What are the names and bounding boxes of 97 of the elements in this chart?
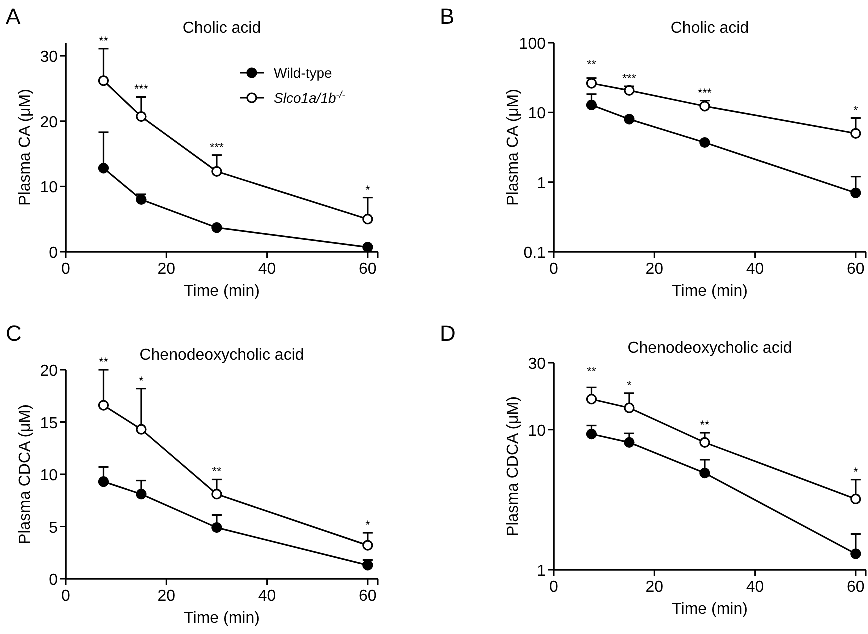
text: C (6, 321, 22, 346)
point (700, 137, 710, 148)
point (136, 424, 147, 435)
x-axis-title: Time (min) (672, 601, 748, 618)
y-tick-label: 10 (40, 180, 58, 197)
x-tick-label: 0 (550, 261, 559, 278)
point (362, 242, 374, 253)
annotation: ** (587, 58, 597, 72)
y-tick-label: 5 (49, 520, 58, 537)
point (586, 100, 598, 110)
point (624, 85, 635, 96)
point (136, 194, 147, 206)
x-tick-label: 20 (158, 588, 176, 605)
x-axis-title: Time (min) (672, 283, 748, 300)
y-tick-label: 30 (40, 49, 58, 66)
point (850, 188, 862, 198)
text: B (440, 4, 455, 29)
x-axis-title: Time (min) (184, 283, 260, 300)
legend-label: Wild-type (274, 65, 333, 81)
annotation: * (627, 378, 632, 392)
y-tick-label: 0 (49, 245, 58, 262)
annotation: ** (212, 464, 222, 479)
point (586, 428, 598, 440)
x-tick-label: 40 (258, 261, 276, 278)
point (212, 522, 222, 534)
point (700, 468, 710, 479)
y-axis-title: Plasma CA (μM) (505, 89, 522, 206)
x-axis-title: Time (min) (184, 610, 260, 627)
y-tick-label: 10 (528, 422, 546, 440)
point (700, 437, 710, 448)
annotation: ** (587, 364, 597, 378)
point (586, 78, 598, 89)
annotation: *** (210, 140, 224, 154)
annotation: * (854, 103, 859, 118)
y-tick-label: 20 (40, 114, 58, 132)
point (362, 560, 374, 571)
y-axis-title: Plasma CDCA (μM) (505, 396, 522, 536)
x-tick-label: 20 (646, 579, 664, 596)
x-tick-label: 40 (746, 579, 764, 596)
chart-title: Cholic acid (670, 20, 750, 37)
y-tick-label: 1 (537, 175, 546, 192)
y-tick-label: 20 (40, 363, 58, 380)
x-tick-label: 40 (258, 588, 276, 605)
chart-title: Chenodeoxycholic acid (140, 347, 304, 364)
text: A (6, 4, 21, 29)
point (212, 166, 222, 177)
point (850, 128, 862, 139)
y-tick-label: 10 (40, 468, 58, 484)
point (586, 394, 598, 405)
annotation: ** (700, 418, 710, 432)
annotation: *** (134, 82, 149, 96)
point (98, 476, 110, 488)
point (850, 494, 862, 505)
x-tick-label: 0 (62, 588, 71, 605)
point (136, 112, 147, 122)
point (700, 101, 710, 112)
y-tick-label: 15 (40, 415, 58, 432)
y-axis-title: Plasma CDCA (μM) (17, 404, 34, 544)
chart-title: Chenodeoxycholic acid (628, 340, 792, 357)
text: D (440, 321, 456, 346)
x-tick-label: 0 (550, 579, 559, 596)
x-tick-label: 60 (359, 261, 377, 278)
x-tick-label: 20 (646, 261, 664, 278)
point (136, 489, 147, 500)
x-tick-label: 0 (62, 261, 71, 278)
point (98, 400, 110, 411)
annotation: *** (622, 72, 637, 86)
point (362, 214, 374, 225)
annotation: ** (99, 34, 109, 48)
point (850, 548, 862, 560)
y-tick-label: 100 (519, 36, 546, 53)
y-tick-label: 30 (528, 356, 546, 373)
annotation: * (854, 464, 859, 479)
point (624, 437, 635, 448)
point (98, 76, 110, 86)
point (362, 540, 374, 551)
chart-title: Cholic acid (182, 20, 262, 37)
x-tick-label: 40 (746, 261, 764, 278)
y-tick-label: 0.1 (524, 245, 546, 262)
point (212, 489, 222, 500)
y-tick-label: 1 (537, 563, 546, 580)
y-tick-label: 10 (528, 106, 546, 123)
annotation: * (366, 518, 371, 532)
y-axis-title: Plasma CA (μM) (17, 89, 34, 206)
annotation: * (139, 374, 144, 388)
point (98, 163, 110, 174)
point (624, 402, 635, 414)
annotation: * (366, 182, 371, 197)
x-tick-label: 60 (359, 588, 377, 605)
x-tick-label: 60 (847, 579, 865, 596)
annotation: ** (99, 355, 109, 369)
x-tick-label: 20 (158, 261, 176, 278)
point (624, 114, 635, 125)
x-tick-label: 60 (847, 261, 865, 278)
point (212, 222, 222, 234)
legend-label: Slco1a/1b$^{-/-}$ (274, 90, 346, 106)
annotation: *** (698, 86, 712, 100)
